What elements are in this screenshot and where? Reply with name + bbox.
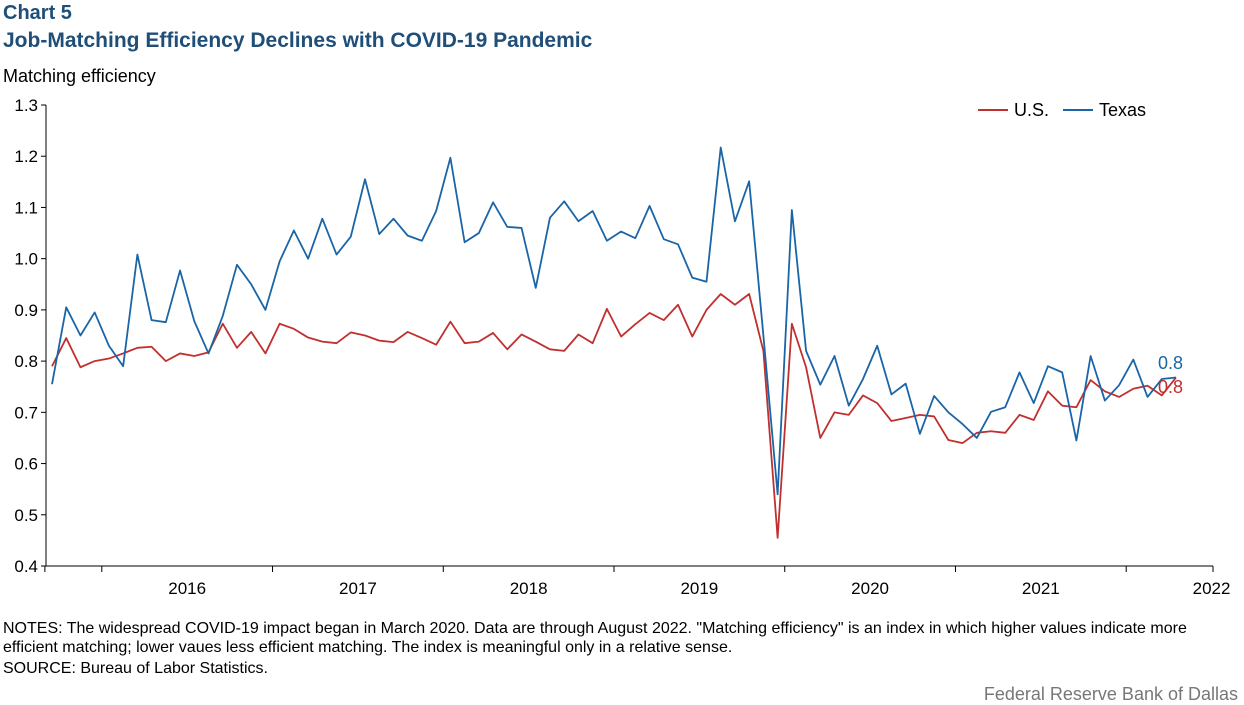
y-tick-label: 1.1 [14,198,38,217]
axes [45,105,1213,567]
end-labels: 0.80.8 [1158,353,1183,397]
y-tick-label: 0.5 [14,506,38,525]
chart-title: Job-Matching Efficiency Declines with CO… [3,29,593,52]
end-label-us: 0.8 [1158,377,1183,397]
y-tick-label: 1.0 [14,250,38,269]
legend-label-texas: Texas [1099,100,1146,120]
legend: U.S. Texas [978,100,1146,120]
y-axis-ticks: 0.4 0.5 0.6 0.7 0.8 0.9 1.0 1.1 1.2 1.3 [14,96,46,576]
y-tick-label: 0.9 [14,301,38,320]
x-tick-label: 2020 [851,579,889,598]
y-tick-label: 0.8 [14,352,38,371]
y-tick-label: 1.2 [14,147,38,166]
x-tick-label: 2019 [680,579,718,598]
series-lines [51,146,1177,539]
end-label-texas: 0.8 [1158,353,1183,373]
legend-label-us: U.S. [1014,100,1049,120]
x-tick-label: 2021 [1022,579,1060,598]
source-text: SOURCE: Bureau of Labor Statistics. [3,660,268,677]
y-tick-label: 1.3 [14,96,38,115]
x-tick-label: 2017 [339,579,377,598]
footer-credit: Federal Reserve Bank of Dallas [983,684,1238,704]
x-tick-label: 2022 [1193,579,1231,598]
notes-text: NOTES: The widespread COVID-19 impact be… [3,620,1187,656]
series-line-us [51,293,1177,539]
y-tick-label: 0.6 [14,455,38,474]
notes: NOTES: The widespread COVID-19 impact be… [3,619,1239,657]
y-axis-label: Matching efficiency [3,66,156,86]
series-line-texas [51,146,1177,496]
y-tick-label: 0.4 [14,557,38,576]
line-chart: 0.40.50.60.70.80.91.01.11.21.3 2016 2017 2… [14,96,1231,598]
chart-number: Chart 5 [3,2,72,24]
y-tick-label: 0.7 [14,403,38,422]
x-tick-label: 2018 [510,579,548,598]
x-axis-ticks: 2016 2017 2018 2019 2020 2021 2022 [44,566,1231,598]
x-tick-label: 2016 [168,579,206,598]
